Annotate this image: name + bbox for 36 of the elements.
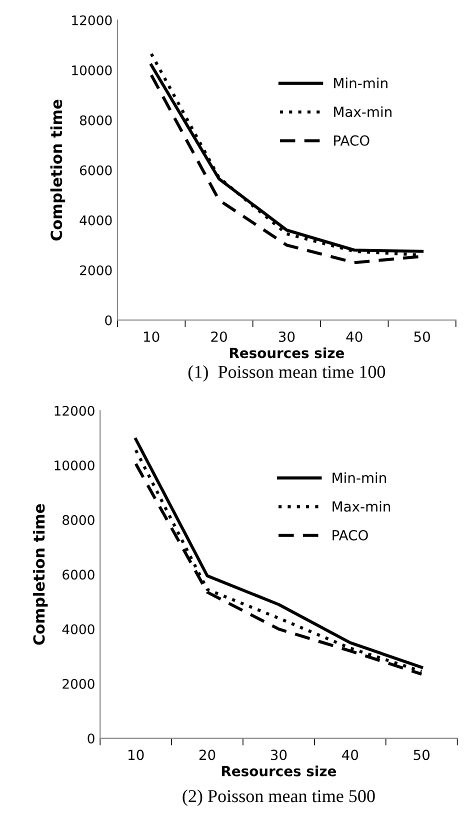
y-tick-label: 0 <box>105 315 112 326</box>
text: (1) Poisson mean time 100 <box>188 365 386 382</box>
y-tick-label: 10000 <box>72 65 112 76</box>
y-tick-label: 2000 <box>62 678 94 689</box>
x-tick-label: 50 <box>414 750 430 760</box>
y-axis-title: Completion time <box>32 504 48 645</box>
legend-label: Min-min <box>332 472 386 483</box>
legend-label: PACO <box>332 530 368 540</box>
x-axis-title: Resources size <box>230 347 344 358</box>
y-tick-label: 4000 <box>62 624 94 634</box>
x-tick-label: 20 <box>199 750 216 760</box>
x-axis-title: Resources size <box>222 766 336 776</box>
x-tick-label: 40 <box>342 750 358 760</box>
y-tick-label: 10000 <box>54 460 94 470</box>
x-tick-label: 30 <box>270 750 287 760</box>
legend-label: Max-min <box>332 500 390 512</box>
x-tick-label: 10 <box>128 750 144 760</box>
x-tick-label: 30 <box>278 331 295 342</box>
y-tick-label: 8000 <box>62 515 94 526</box>
legend-label: Min-min <box>334 78 388 88</box>
y-tick-label: 2000 <box>80 265 112 276</box>
y-tick-label: 6000 <box>62 570 94 580</box>
text: (2) Poisson mean time 500 <box>182 790 375 806</box>
y-tick-label: 8000 <box>80 115 112 126</box>
x-tick-label: 20 <box>211 331 227 342</box>
y-tick-label: 12000 <box>54 406 94 416</box>
x-tick-label: 50 <box>414 331 430 342</box>
x-tick-label: 40 <box>346 331 362 342</box>
legend-label: Max-min <box>334 106 392 118</box>
x-tick-label: 10 <box>144 331 160 342</box>
y-tick-label: 4000 <box>80 215 112 226</box>
y-axis-title: Completion time <box>50 100 66 240</box>
y-tick-label: 6000 <box>80 165 112 176</box>
y-tick-label: 12000 <box>72 15 112 26</box>
y-tick-label: 0 <box>88 734 94 744</box>
legend-label: PACO <box>334 135 370 146</box>
